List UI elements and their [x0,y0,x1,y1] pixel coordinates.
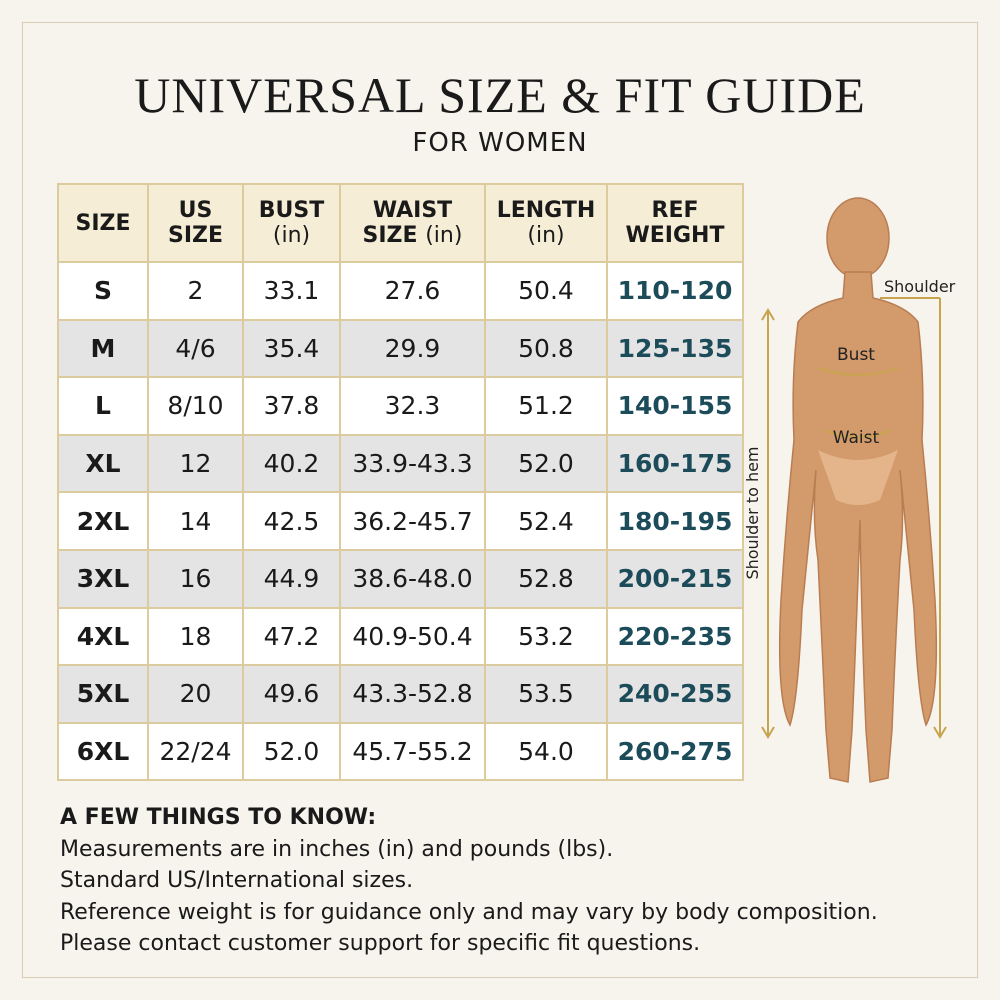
header-cell: LENGTH (in) [484,183,608,263]
header-label: WAIST SIZE [362,198,453,248]
table-cell: 40.9-50.4 [339,606,486,667]
table-cell: 54.0 [484,721,608,782]
table-row: L 8/10 37.8 32.3 51.2 140-155 [57,376,744,436]
header-label: SIZE [75,210,131,236]
table-row: 5XL 20 49.6 43.3-52.8 53.5 240-255 [57,664,744,724]
table-cell: 200-215 [606,548,744,609]
table-cell: 44.9 [242,548,341,609]
header-unit: (in) [527,223,565,248]
header-text: REF WEIGHT [625,198,725,248]
table-cell: 50.4 [484,261,608,321]
table-cell: 35.4 [242,318,341,379]
header-text: US SIZE [166,198,226,248]
table-cell: 52.4 [484,491,608,551]
table-cell: 18 [147,606,244,667]
table-row: 3XL 16 44.9 38.6-48.0 52.8 200-215 [57,548,744,609]
table-cell: 50.8 [484,318,608,379]
table-cell: 3XL [57,548,149,609]
table-cell: 36.2-45.7 [339,491,486,551]
header-cell: BUST (in) [242,183,341,263]
table-cell: 2 [147,261,244,321]
table-row: 2XL 14 42.5 36.2-45.7 52.4 180-195 [57,491,744,551]
table-cell: 49.6 [242,664,341,724]
table-cell: 4XL [57,606,149,667]
header-label: BUST [258,198,325,223]
table-cell: 4/6 [147,318,244,379]
table-cell: 2XL [57,491,149,551]
header-label: REF WEIGHT [625,198,725,248]
header-text: BUST (in) [257,198,327,248]
notes: A FEW THINGS TO KNOW: Measurements are in… [60,802,878,960]
note-line: Standard US/International sizes. [60,868,414,893]
table-cell: 33.9-43.3 [339,433,486,494]
table-cell: 12 [147,433,244,494]
header-text: LENGTH (in) [496,198,596,248]
table-cell: 240-255 [606,664,744,724]
table-cell: 32.3 [339,376,486,436]
note-line: Please contact customer support for spec… [60,931,701,956]
table-cell: 29.9 [339,318,486,379]
title: UNIVERSAL SIZE & FIT GUIDE [134,67,866,123]
notes-heading: A FEW THINGS TO KNOW: [60,805,377,830]
table-cell: 125-135 [606,318,744,379]
header-row: SIZE US SIZE BUST (in) WAIST SIZE (in) LENGT… [57,183,744,263]
table-row: 4XL 18 47.2 40.9-50.4 53.2 220-235 [57,606,744,667]
table-cell: S [57,261,149,321]
table-cell: 38.6-48.0 [339,548,486,609]
header-text: WAIST SIZE (in) [363,198,463,248]
header-text: SIZE [59,211,147,236]
table-row: 6XL 22/24 52.0 45.7-55.2 54.0 260-275 [57,721,744,782]
table-cell: 45.7-55.2 [339,721,486,782]
table-cell: 53.2 [484,606,608,667]
table-cell: 37.8 [242,376,341,436]
header-label: LENGTH [496,198,596,223]
table-cell: 260-275 [606,721,744,782]
table-cell: 43.3-52.8 [339,664,486,724]
table-cell: 14 [147,491,244,551]
table-cell: 160-175 [606,433,744,494]
table-cell: 52.0 [242,721,341,782]
table-cell: 40.2 [242,433,341,494]
table-cell: 22/24 [147,721,244,782]
table-cell: 8/10 [147,376,244,436]
header-unit: (in) [272,223,311,248]
header-cell: REF WEIGHT [606,183,744,263]
table-cell: 220-235 [606,606,744,667]
table-cell: 53.5 [484,664,608,724]
table-cell: 110-120 [606,261,744,321]
table-cell: 42.5 [242,491,341,551]
table-cell: 20 [147,664,244,724]
header-unit: (in) [425,223,463,248]
table-cell: 5XL [57,664,149,724]
subtitle: FOR WOMEN [412,128,588,158]
size-table: SIZE US SIZE BUST (in) WAIST SIZE (in) LENGT… [57,183,744,782]
note-line: Measurements are in inches (in) and poun… [60,836,614,862]
note-line: Reference weight is for guidance only an… [60,899,878,925]
header-cell: WAIST SIZE (in) [339,183,486,263]
table-cell: 6XL [57,721,149,782]
table-cell: 16 [147,548,244,609]
table-cell: 51.2 [484,376,608,436]
frame [22,22,978,978]
table-cell: L [57,376,149,436]
table-row: S 2 33.1 27.6 50.4 110-120 [57,261,744,321]
table-cell: 52.0 [484,433,608,494]
table-row: M 4/6 35.4 29.9 50.8 125-135 [57,318,744,379]
table-cell: 52.8 [484,548,608,609]
table-cell: 180-195 [606,491,744,551]
table-cell: XL [57,433,149,494]
table-cell: 27.6 [339,261,486,321]
table-cell: 140-155 [606,376,744,436]
table-cell: 33.1 [242,261,341,321]
table-row: XL 12 40.2 33.9-43.3 52.0 160-175 [57,433,744,494]
header-label: US SIZE [167,198,223,248]
header-cell: SIZE [57,183,149,263]
header-cell: US SIZE [147,183,244,263]
table-cell: 47.2 [242,606,341,667]
table-cell: M [57,318,149,379]
